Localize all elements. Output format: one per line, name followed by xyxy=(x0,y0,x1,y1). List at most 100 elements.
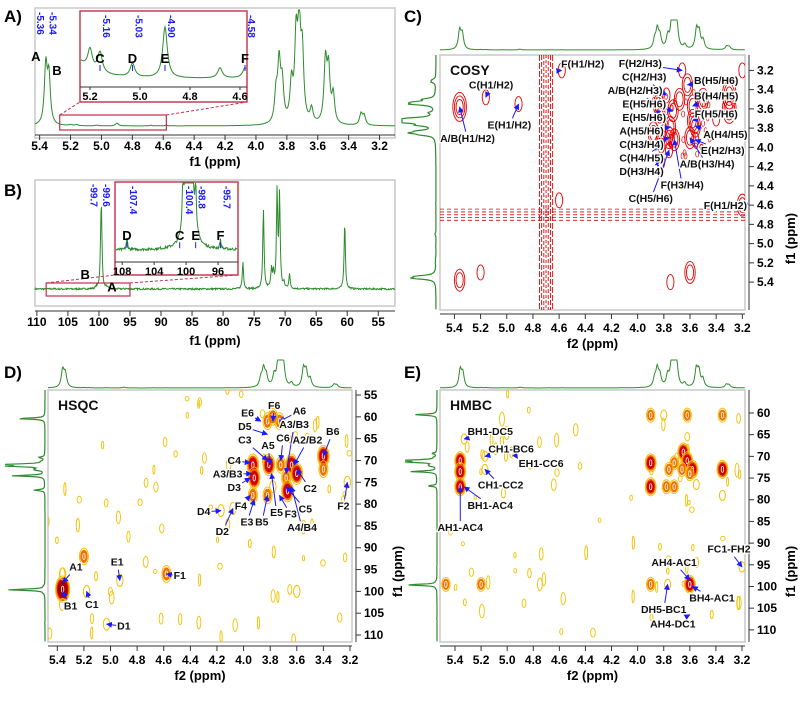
noise-contour xyxy=(448,528,453,536)
plot-frame xyxy=(439,389,746,643)
cross-peak-contour xyxy=(672,128,677,136)
residue-label-group: E xyxy=(161,51,170,66)
panel-label-b: B) xyxy=(4,181,22,200)
noise-contour xyxy=(503,426,510,441)
x-tick-label: 4.4 xyxy=(182,653,199,667)
cross-peak-contour xyxy=(685,578,694,591)
y-tick-label: 60 xyxy=(364,410,378,424)
y-tick-label: 100 xyxy=(364,584,384,598)
cross-peak-label: AH4-DC1 xyxy=(650,618,696,630)
inset-tick-label: 5.0 xyxy=(132,91,147,103)
annotation-arrow xyxy=(266,453,273,466)
residue-label: E xyxy=(161,51,170,66)
annotation-arrow xyxy=(689,137,704,158)
residue-label: F xyxy=(241,51,249,66)
cross-peak-label-group: E(H5/H6) xyxy=(621,111,667,126)
cross-peak-label: C(H5/H6) xyxy=(629,193,673,205)
y-tick-label: 105 xyxy=(757,601,777,615)
cross-peak-label-group: C4 xyxy=(226,454,242,469)
x-axis-label: f2 (ppm) xyxy=(174,668,225,683)
noise-contour xyxy=(217,562,223,570)
cross-peak-contour xyxy=(670,481,678,493)
experiment-title: HSQC xyxy=(58,397,98,413)
noise-contour xyxy=(152,464,156,475)
noise-contour xyxy=(344,434,349,448)
noise-contour xyxy=(537,436,542,448)
noise-contour xyxy=(513,552,517,559)
cross-peak-label: B5 xyxy=(255,517,269,529)
cross-peak-contour xyxy=(649,459,653,467)
noise-contour xyxy=(197,573,202,587)
annotation-arrow xyxy=(252,447,268,461)
y-tick-label: 60 xyxy=(757,406,771,420)
residue-label-group: B xyxy=(52,63,61,78)
cross-peak-contour xyxy=(681,136,686,144)
chemical-shift-label-group: -5.36 xyxy=(34,12,45,35)
cross-peak-label-group: A(H4/H5) xyxy=(702,128,749,143)
cross-peak-label: E6 xyxy=(241,407,254,419)
y-tick-label: 110 xyxy=(364,628,384,642)
chemical-shift-label-group: -99.7 xyxy=(87,184,98,207)
residue-label-group: E xyxy=(191,228,200,243)
noise-contour xyxy=(270,589,276,603)
cross-peak-contour xyxy=(716,459,729,479)
cross-peak-label: A2/B2 xyxy=(293,435,323,447)
x-tick-label: 4.2 xyxy=(217,139,234,153)
cross-peak-contour xyxy=(680,465,684,473)
annotation-arrow xyxy=(652,84,667,96)
noise-contour xyxy=(560,592,566,606)
residue-label: D xyxy=(128,51,137,66)
cross-peak-label: A/B(H1/H2) xyxy=(440,133,495,145)
cross-peak-contour xyxy=(706,101,711,109)
noise-contour xyxy=(238,390,244,398)
annotation-arrow xyxy=(511,103,520,119)
cross-peak-contour xyxy=(293,584,301,598)
cross-peak-label: CH1-BC6 xyxy=(488,444,534,456)
cross-peak-contour xyxy=(644,453,657,473)
x-tick-label: 100 xyxy=(89,315,109,329)
noise-contour xyxy=(485,575,491,590)
cross-peak-contour xyxy=(686,468,694,480)
cross-peak-contour xyxy=(477,578,485,590)
noise-contour xyxy=(320,559,326,567)
inset-frame xyxy=(114,181,239,276)
inset-tick-label: 4.8 xyxy=(182,91,197,103)
annotation-arrow xyxy=(105,621,117,628)
cross-peak-contour xyxy=(685,264,695,281)
x-tick-label: 4.2 xyxy=(209,653,226,667)
cross-peak-contour xyxy=(699,91,708,108)
residue-label: B xyxy=(52,63,61,78)
noise-contour xyxy=(492,442,499,455)
x-tick-label: 3.4 xyxy=(708,653,725,667)
cross-peak-contour xyxy=(664,483,668,491)
cross-peak-label: C2 xyxy=(303,483,317,495)
annotation-arrows xyxy=(457,434,743,620)
cross-peak-label: D5 xyxy=(238,421,252,433)
annotation-arrow xyxy=(116,569,123,582)
cross-peak-label: F(H3/H4) xyxy=(661,180,704,192)
cross-peak-contour xyxy=(444,580,448,588)
chemical-shift-label: -99.6 xyxy=(100,184,111,207)
noise-contour xyxy=(453,584,458,591)
cross-peak-label: B(H5/H6) xyxy=(694,75,738,87)
cross-peak-contour xyxy=(725,86,734,103)
panel-label-a: A) xyxy=(4,7,22,26)
y-tick-label: 65 xyxy=(757,428,771,442)
chemical-shift-label: -5.36 xyxy=(34,12,45,35)
y-tick-label: 65 xyxy=(364,432,378,446)
noise-contour xyxy=(506,390,510,399)
cross-peak-label-group: BH1-AC4 xyxy=(466,499,514,514)
plot-layer: 5.4 5.2 5.0 4.8 4.6 4.4 4.2 4.0 3.8 3.6 3.4 3.2 f1 (… xyxy=(4,7,798,683)
cross-peak-contour xyxy=(82,553,86,560)
x-tick-label: 70 xyxy=(278,315,292,329)
cross-peak-contour xyxy=(717,407,728,423)
cross-peak-contour xyxy=(645,576,656,592)
noise-contour xyxy=(196,615,202,630)
residue-label-group: D xyxy=(128,51,137,66)
annotation-arrow xyxy=(663,136,670,143)
noise-contour xyxy=(649,613,654,622)
x-tick-label: 4.6 xyxy=(155,139,172,153)
cross-peak-label-group: CH1-BC6 xyxy=(487,442,535,457)
noise-contour xyxy=(153,481,159,493)
inset-tick-label: 4.6 xyxy=(232,91,247,103)
